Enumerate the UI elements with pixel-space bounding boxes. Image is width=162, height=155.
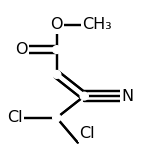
Circle shape — [80, 92, 88, 100]
Text: Cl: Cl — [79, 126, 95, 141]
Circle shape — [53, 114, 61, 122]
Text: CH₃: CH₃ — [83, 17, 112, 32]
Text: O: O — [50, 17, 63, 32]
Circle shape — [53, 46, 61, 53]
Text: Cl: Cl — [7, 110, 23, 125]
Text: O: O — [15, 42, 28, 57]
Circle shape — [53, 21, 61, 29]
Text: N: N — [122, 89, 134, 104]
Circle shape — [53, 71, 61, 78]
